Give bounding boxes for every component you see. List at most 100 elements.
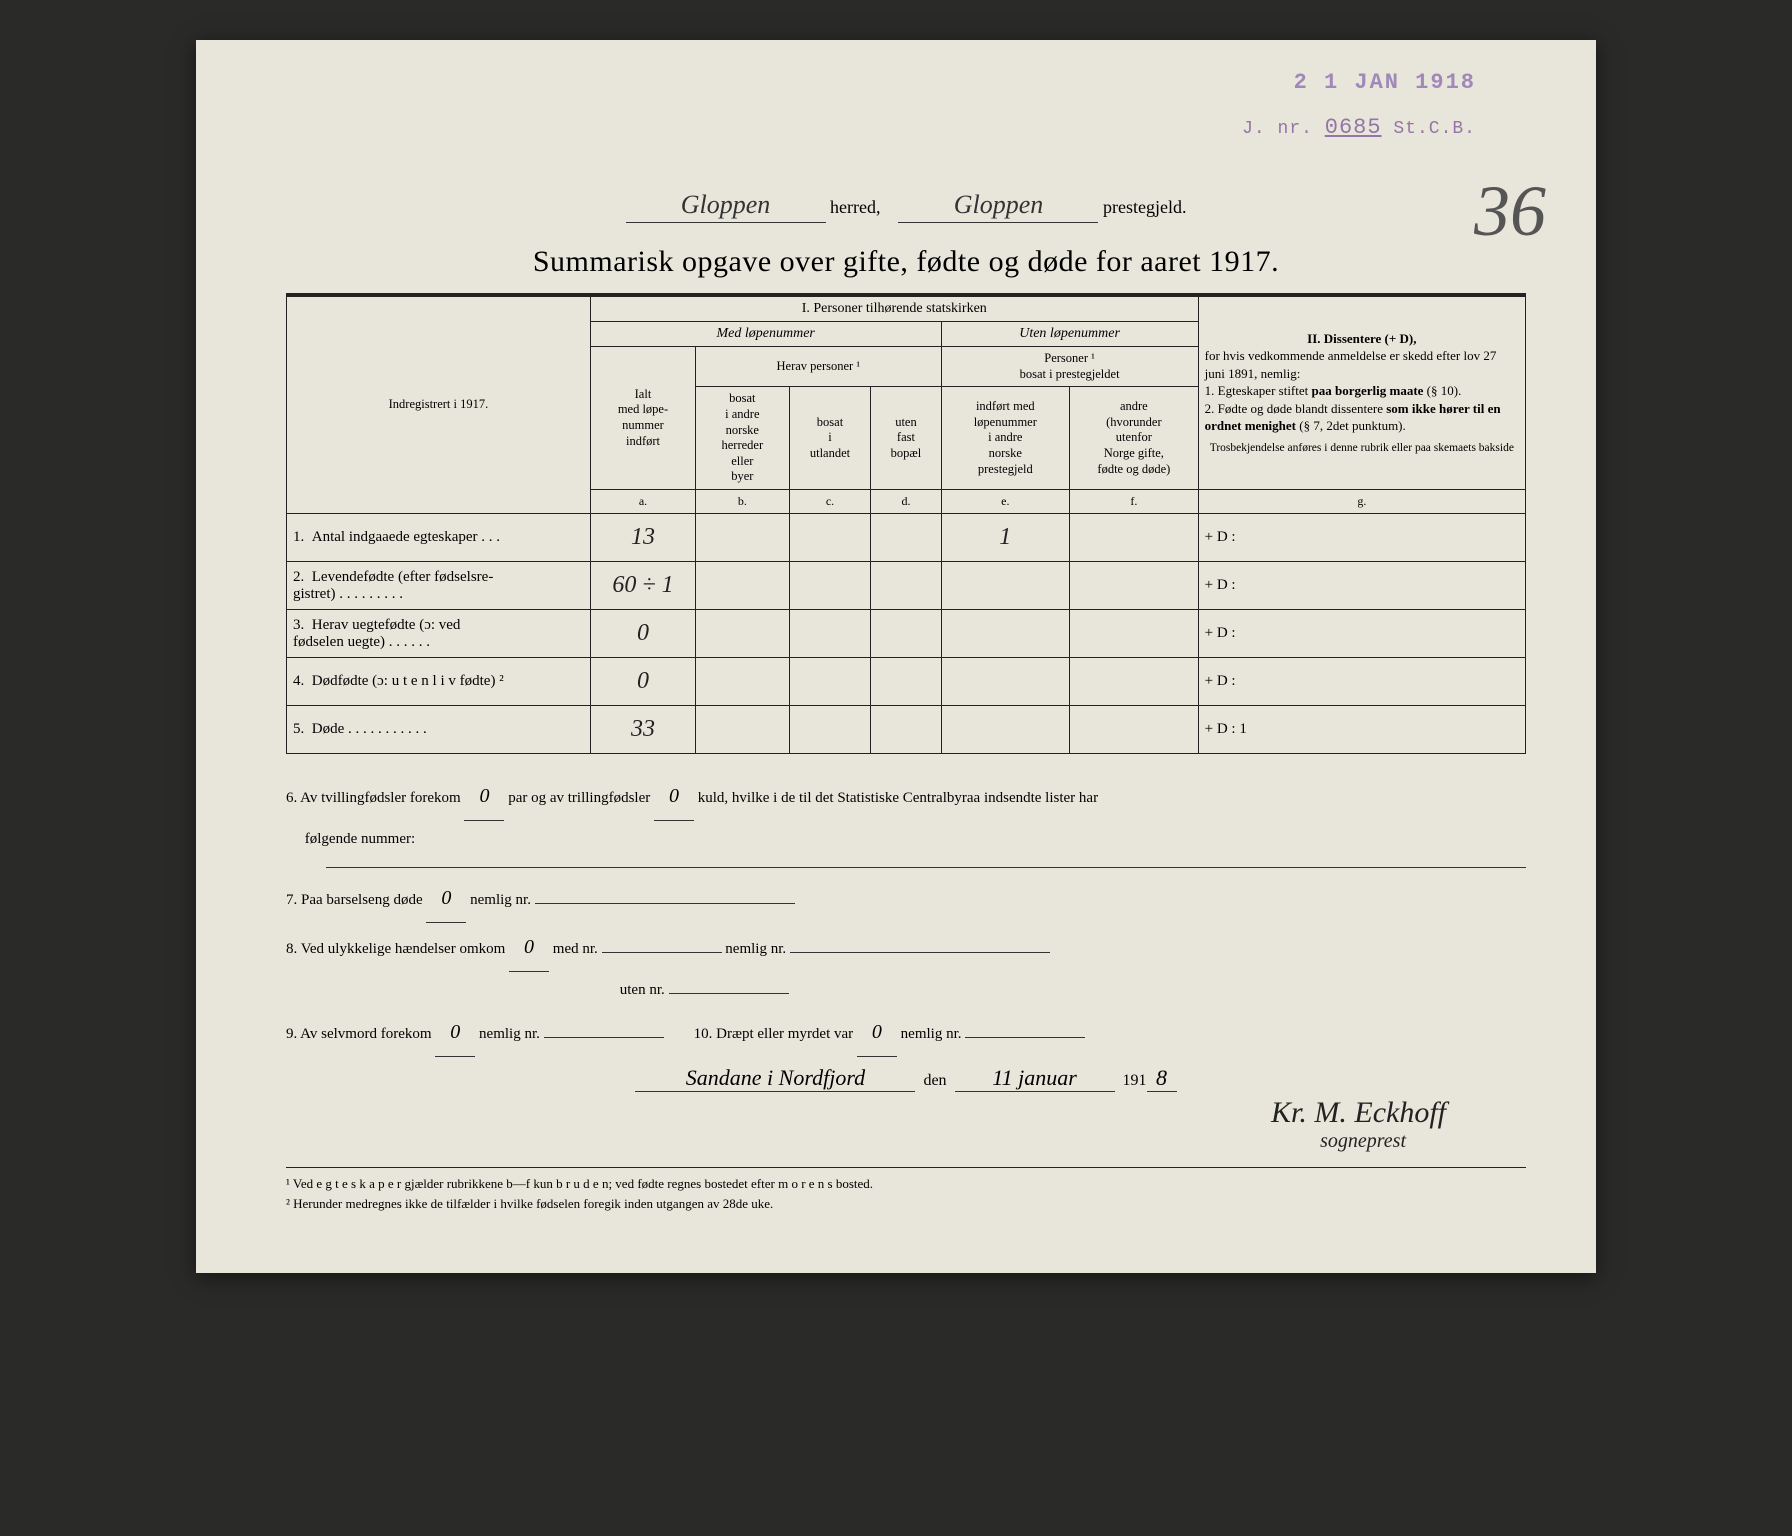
row-text: Dødfødte (ɔ: u t e n l i v fødte) ²: [312, 673, 504, 689]
col-section-ii: II. Dissentere (+ D), for hvis vedkommen…: [1198, 297, 1525, 490]
row-label: 4. Dødfødte (ɔ: u t e n l i v fødte) ²: [287, 658, 591, 706]
l6d: følgende nummer:: [305, 831, 415, 847]
col-f-let: f.: [1070, 490, 1199, 514]
lower-questions: 6. Av tvillingfødsler forekom 0 par og a…: [286, 772, 1526, 1057]
l6-twin-val: 0: [464, 772, 504, 821]
cell-e: [941, 706, 1070, 754]
l8a: 8. Ved ulykkelige hændelser omkom: [286, 941, 505, 957]
col-e-let: e.: [941, 490, 1070, 514]
table-row: 2. Levendefødte (efter fødselsre- gistre…: [287, 562, 1526, 610]
col-indreg: Indregistrert i 1917.: [287, 297, 591, 514]
cell-f: [1070, 562, 1199, 610]
cell-g: + D :: [1198, 610, 1525, 658]
cell-a: 33: [590, 706, 695, 754]
l10a: 10. Dræpt eller myrdet var: [694, 1026, 854, 1042]
sig-place: Sandane i Nordfjord: [635, 1065, 915, 1092]
l8-utennr: [669, 993, 789, 994]
col-section-i: I. Personer tilhørende statskirken: [590, 297, 1198, 322]
cell-e: [941, 562, 1070, 610]
cell-c: [789, 610, 871, 658]
page-title: Summarisk opgave over gifte, fødte og dø…: [286, 245, 1526, 279]
sig-date: 11 januar: [955, 1065, 1115, 1092]
row-text: Herav uegtefødte (ɔ: ved fødselen uegte)…: [293, 617, 460, 650]
cell-g: + D :: [1198, 658, 1525, 706]
line-6: 6. Av tvillingfødsler forekom 0 par og a…: [286, 772, 1526, 868]
cell-c: [789, 562, 871, 610]
table-head: Indregistrert i 1917. I. Personer tilhør…: [287, 297, 1526, 514]
cell-a: 13: [590, 514, 695, 562]
l6-trip-val: 0: [654, 772, 694, 821]
col-a-label: Ialt med løpe- nummer indført: [590, 347, 695, 490]
cell-d: [871, 610, 941, 658]
line-8: 8. Ved ulykkelige hændelser omkom 0 med …: [286, 923, 1526, 1008]
table-row: 4. Dødfødte (ɔ: u t e n l i v fødte) ² 0…: [287, 658, 1526, 706]
cell-f: [1070, 658, 1199, 706]
cell-e: 1: [941, 514, 1070, 562]
line-7: 7. Paa barselseng døde 0 nemlig nr.: [286, 874, 1526, 923]
col-herav: Herav personer ¹: [696, 347, 941, 387]
l8-val: 0: [509, 923, 549, 972]
jnr-number: 0685: [1325, 115, 1382, 140]
jnr-suffix: St.C.B.: [1393, 119, 1476, 139]
page-number-handwritten: 36: [1474, 170, 1546, 253]
cell-c: [789, 658, 871, 706]
sig-year-last: 8: [1147, 1065, 1177, 1092]
cell-b: [696, 514, 790, 562]
row-label: 3. Herav uegtefødte (ɔ: ved fødselen ueg…: [287, 610, 591, 658]
col-b-label: bosat i andre norske herreder eller byer: [696, 387, 790, 490]
footnote-1: ¹ Ved e g t e s k a p e r gjælder rubrik…: [286, 1174, 1526, 1194]
sec2-note: Trosbekjendelse anføres i denne rubrik e…: [1205, 441, 1519, 457]
cell-d: [871, 658, 941, 706]
col-b-let: b.: [696, 490, 790, 514]
l7-val: 0: [426, 874, 466, 923]
col-d-let: d.: [871, 490, 941, 514]
sec2-body: for hvis vedkommende anmeldelse er skedd…: [1205, 347, 1519, 435]
col-a-let: a.: [590, 490, 695, 514]
cell-f: [1070, 610, 1199, 658]
row-text: Antal indgaaede egteskaper . . .: [312, 529, 500, 545]
l8-nemlig: [790, 952, 1050, 953]
row-label: 1. Antal indgaaede egteskaper . . .: [287, 514, 591, 562]
l9-nr: [544, 1037, 664, 1038]
row-num: 4.: [293, 673, 304, 689]
stamp-block: 2 1 JAN 1918 J. nr. 0685 St.C.B.: [1242, 70, 1476, 140]
table-row: 3. Herav uegtefødte (ɔ: ved fødselen ueg…: [287, 610, 1526, 658]
row-label: 2. Levendefødte (efter fødselsre- gistre…: [287, 562, 591, 610]
l10-nr: [965, 1037, 1085, 1038]
main-table: Indregistrert i 1917. I. Personer tilhør…: [286, 297, 1526, 754]
footnotes: ¹ Ved e g t e s k a p e r gjælder rubrik…: [286, 1167, 1526, 1213]
cell-c: [789, 706, 871, 754]
receipt-date-stamp: 2 1 JAN 1918: [1242, 70, 1476, 95]
l7-nr: [535, 903, 795, 904]
l9-val: 0: [435, 1008, 475, 1057]
document-page: 2 1 JAN 1918 J. nr. 0685 St.C.B. 36 Glop…: [196, 40, 1596, 1273]
sig-den: den: [923, 1072, 946, 1089]
cell-d: [871, 514, 941, 562]
cell-b: [696, 658, 790, 706]
l7a: 7. Paa barselseng døde: [286, 892, 423, 908]
col-e-label: indført med løpenummer i andre norske pr…: [941, 387, 1070, 490]
cell-g: + D : 1: [1198, 706, 1525, 754]
l9a: 9. Av selvmord forekom: [286, 1026, 432, 1042]
col-d-label: uten fast bopæl: [871, 387, 941, 490]
signature-line: Sandane i Nordfjord den 11 januar 1918: [286, 1065, 1526, 1092]
cell-a: 0: [590, 658, 695, 706]
signature-role: sogneprest: [286, 1130, 1526, 1153]
cell-f: [1070, 706, 1199, 754]
prestegjeld-field: Gloppen: [898, 190, 1098, 223]
cell-g: + D :: [1198, 562, 1525, 610]
l8c: nemlig nr.: [725, 941, 786, 957]
cell-a: 60 ÷ 1: [590, 562, 695, 610]
col-uten-lop: Uten løpenummer: [941, 322, 1198, 347]
cell-d: [871, 562, 941, 610]
line-9-10: 9. Av selvmord forekom 0 nemlig nr. 10. …: [286, 1008, 1526, 1057]
row-num: 3.: [293, 617, 304, 633]
col-pers-bosat: Personer ¹ bosat i prestegjeldet: [941, 347, 1198, 387]
cell-g: + D :: [1198, 514, 1525, 562]
table-row: 1. Antal indgaaede egteskaper . . . 13 1…: [287, 514, 1526, 562]
journal-number-stamp: J. nr. 0685 St.C.B.: [1242, 115, 1476, 140]
l10b: nemlig nr.: [901, 1026, 962, 1042]
herred-field: Gloppen: [626, 190, 826, 223]
jnr-prefix: J. nr.: [1242, 119, 1313, 139]
cell-e: [941, 610, 1070, 658]
